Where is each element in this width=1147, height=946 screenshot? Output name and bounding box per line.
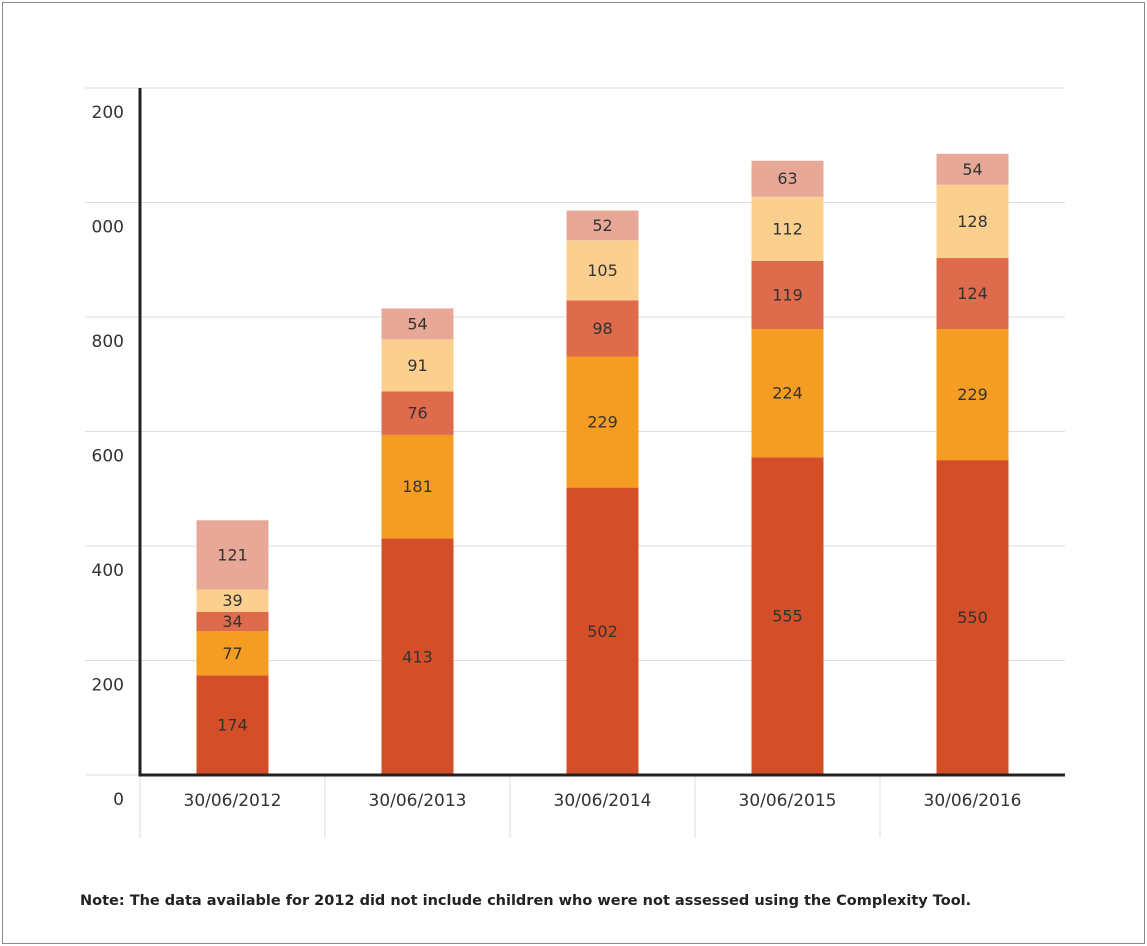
bar-segment [566, 300, 639, 357]
data-label: 39 [222, 591, 242, 610]
data-label: 124 [957, 284, 988, 303]
bar-segment [751, 196, 824, 261]
data-label: 502 [587, 622, 618, 641]
bar-segment [936, 258, 1009, 330]
data-label: 121 [217, 545, 248, 564]
bar-segment [566, 240, 639, 301]
data-label: 128 [957, 212, 988, 231]
data-label: 224 [772, 384, 803, 403]
data-label: 77 [222, 644, 242, 663]
data-label: 112 [772, 219, 803, 238]
bar-segment [751, 160, 824, 197]
y-tick-label: 600 [92, 447, 124, 467]
bar-segment [196, 589, 269, 612]
data-label: 52 [592, 216, 612, 235]
x-tick-label: 30/06/2013 [369, 791, 467, 811]
bar-segment [381, 308, 454, 340]
data-label: 119 [772, 285, 803, 304]
bar-segment [566, 487, 639, 775]
data-label: 174 [217, 716, 248, 735]
x-tick-label: 30/06/2014 [554, 791, 652, 811]
data-label: 76 [407, 404, 427, 423]
bar-segment [196, 631, 269, 676]
data-label: 34 [222, 612, 242, 631]
bar-segment [936, 184, 1009, 259]
bar-segment [196, 611, 269, 632]
data-label: 550 [957, 608, 988, 627]
y-tick-label: 200 [92, 103, 124, 123]
y-tick-label: 0 [113, 790, 124, 810]
x-tick-label: 30/06/2012 [184, 791, 282, 811]
data-label: 54 [962, 160, 982, 179]
bar-segment [381, 538, 454, 775]
bar-segment [196, 520, 269, 590]
data-label: 555 [772, 607, 803, 626]
data-label: 181 [402, 477, 433, 496]
x-tick-label: 30/06/2015 [739, 791, 837, 811]
note: Note: The data available for 2012 did no… [80, 893, 971, 909]
bar-segment [936, 329, 1009, 461]
data-label: 229 [957, 385, 988, 404]
bar-segment [751, 457, 824, 775]
y-tick-label: 400 [92, 561, 124, 581]
data-label: 413 [402, 647, 433, 666]
y-tick-label: 200 [92, 676, 124, 696]
y-tick-label: 800 [92, 332, 124, 352]
bar-segment [936, 460, 1009, 775]
data-label: 98 [592, 319, 612, 338]
bar-segment [381, 434, 454, 539]
bar-segment [381, 391, 454, 435]
bar-segment [936, 153, 1009, 185]
data-label: 229 [587, 413, 618, 432]
bar-segment [381, 339, 454, 392]
data-label: 91 [407, 356, 427, 375]
x-tick-label: 30/06/2016 [924, 791, 1022, 811]
bar-segment [196, 675, 269, 775]
data-label: 54 [407, 314, 427, 333]
y-tick-label: 000 [92, 218, 124, 238]
bar-segment [566, 356, 639, 488]
bar-segment [751, 260, 824, 330]
bar-segment [566, 210, 639, 241]
data-label: 63 [777, 169, 797, 188]
data-label: 105 [587, 261, 618, 280]
bar-segment [751, 329, 824, 458]
